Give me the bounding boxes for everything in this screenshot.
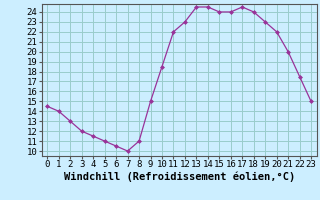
- X-axis label: Windchill (Refroidissement éolien,°C): Windchill (Refroidissement éolien,°C): [64, 172, 295, 182]
